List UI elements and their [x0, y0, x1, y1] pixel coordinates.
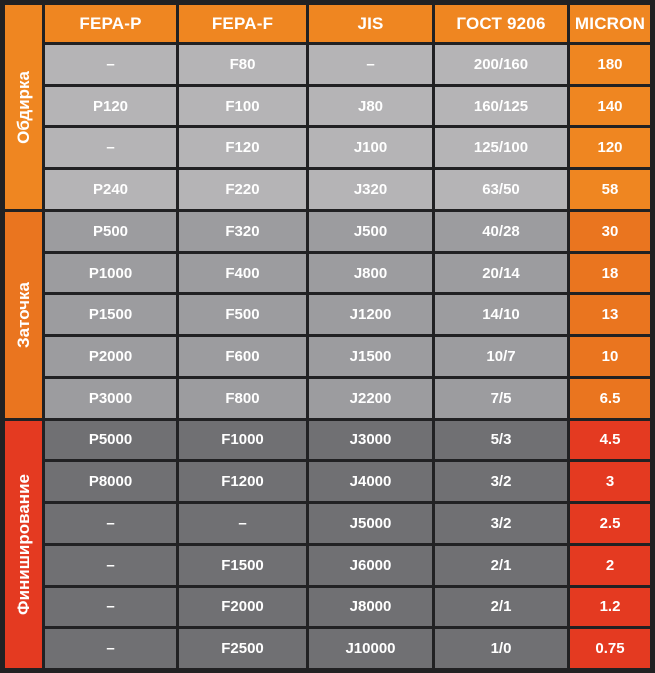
group-label-finishirovanie-text: Финиширование — [13, 473, 33, 615]
column-header-fepa-f: FEPA-F — [179, 5, 306, 42]
table-cell: P120 — [45, 86, 176, 126]
table-cell-micron: 2.5 — [570, 504, 650, 543]
table-cell: F500 — [179, 295, 306, 335]
group-label-finishirovanie: Финиширование — [5, 420, 42, 668]
table-cell: F1500 — [179, 545, 306, 585]
table-cell: J100 — [309, 128, 432, 168]
column-header-micron: MICRON — [570, 5, 650, 42]
table-cell-micron: 180 — [570, 45, 650, 84]
table-cell: 3/2 — [435, 504, 567, 543]
table-cell-micron: 3 — [570, 462, 650, 502]
table-cell-micron: 13 — [570, 295, 650, 335]
table-cell-micron: 140 — [570, 86, 650, 126]
table-cell: J4000 — [309, 462, 432, 502]
group-label-zatochka-text: Заточка — [13, 281, 33, 348]
table-cell: F400 — [179, 253, 306, 293]
table-cell: J80 — [309, 86, 432, 126]
table-cell: – — [45, 128, 176, 168]
column-header-jis: JIS — [309, 5, 432, 42]
table-cell: 20/14 — [435, 253, 567, 293]
table-cell: 125/100 — [435, 128, 567, 168]
table-cell: 14/10 — [435, 295, 567, 335]
table-cell: – — [45, 504, 176, 543]
table-cell: J1500 — [309, 337, 432, 376]
table-cell: 2/1 — [435, 587, 567, 627]
table-cell: F800 — [179, 378, 306, 418]
table-cell: F100 — [179, 86, 306, 126]
table-cell: F2500 — [179, 629, 306, 668]
table-cell: F1000 — [179, 420, 306, 460]
table-cell: F120 — [179, 128, 306, 168]
table-cell: 63/50 — [435, 170, 567, 209]
table-cell: – — [45, 587, 176, 627]
table-cell: – — [45, 45, 176, 84]
table-cell: 10/7 — [435, 337, 567, 376]
table-cell: J1200 — [309, 295, 432, 335]
table-cell-micron: 1.2 — [570, 587, 650, 627]
table-cell-micron: 18 — [570, 253, 650, 293]
table-cell: P240 — [45, 170, 176, 209]
table-cell: 160/125 — [435, 86, 567, 126]
table-cell: F320 — [179, 211, 306, 251]
group-label-obdirka: Обдирка — [5, 5, 42, 209]
table-cell-micron: 6.5 — [570, 378, 650, 418]
table-cell-micron: 4.5 — [570, 420, 650, 460]
table-cell: J320 — [309, 170, 432, 209]
table-cell-micron: 30 — [570, 211, 650, 251]
table-cell: J2200 — [309, 378, 432, 418]
column-header-gost-9206: ГОСТ 9206 — [435, 5, 567, 42]
table-cell: 2/1 — [435, 545, 567, 585]
table-cell-micron: 10 — [570, 337, 650, 376]
table-cell: P2000 — [45, 337, 176, 376]
table-cell: F2000 — [179, 587, 306, 627]
table-cell-micron: 58 — [570, 170, 650, 209]
table-cell-micron: 0.75 — [570, 629, 650, 668]
table-cell: 7/5 — [435, 378, 567, 418]
table-cell: J500 — [309, 211, 432, 251]
table-cell: P1000 — [45, 253, 176, 293]
table-cell: F80 — [179, 45, 306, 84]
table-cell-micron: 2 — [570, 545, 650, 585]
table-cell: P1500 — [45, 295, 176, 335]
table-cell: P8000 — [45, 462, 176, 502]
table-cell: P5000 — [45, 420, 176, 460]
table-cell: 200/160 — [435, 45, 567, 84]
table-cell: 3/2 — [435, 462, 567, 502]
table-cell: J10000 — [309, 629, 432, 668]
table-cell: – — [179, 504, 306, 543]
table-cell: J3000 — [309, 420, 432, 460]
table-cell: – — [45, 545, 176, 585]
table-cell: F1200 — [179, 462, 306, 502]
table-cell: – — [45, 629, 176, 668]
group-label-obdirka-text: Обдирка — [13, 70, 33, 144]
table-cell: P3000 — [45, 378, 176, 418]
table-cell: J6000 — [309, 545, 432, 585]
table-cell: F220 — [179, 170, 306, 209]
table-cell: 5/3 — [435, 420, 567, 460]
table-cell: 40/28 — [435, 211, 567, 251]
table-cell: – — [309, 45, 432, 84]
table-cell: J800 — [309, 253, 432, 293]
table-cell: J8000 — [309, 587, 432, 627]
table-cell: 1/0 — [435, 629, 567, 668]
table-cell: P500 — [45, 211, 176, 251]
group-label-zatochka: Заточка — [5, 211, 42, 418]
table-cell: J5000 — [309, 504, 432, 543]
table-cell: F600 — [179, 337, 306, 376]
table-cell-micron: 120 — [570, 128, 650, 168]
column-header-fepa-p: FEPA-P — [45, 5, 176, 42]
